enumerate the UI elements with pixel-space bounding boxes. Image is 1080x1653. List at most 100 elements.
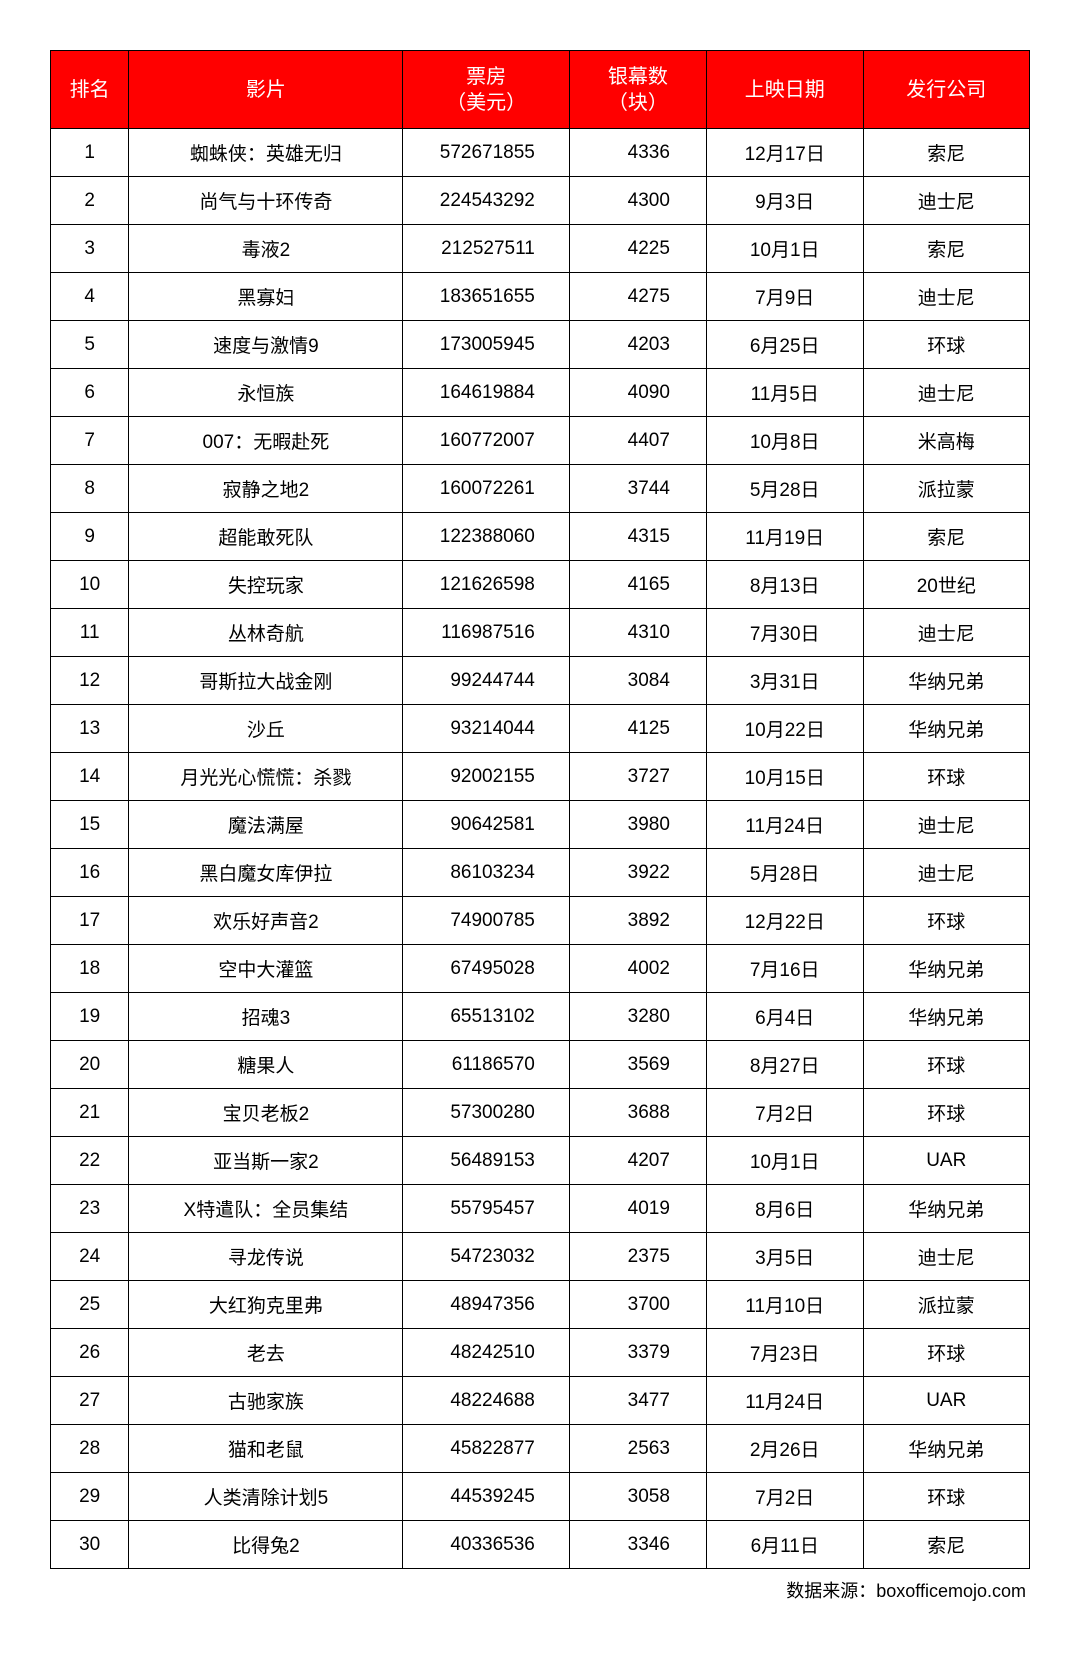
table-row: 1蜘蛛侠：英雄无归572671855433612月17日索尼 xyxy=(51,129,1030,177)
cell-distributor: 环球 xyxy=(863,321,1029,369)
table-row: 7007：无暇赴死160772007440710月8日米高梅 xyxy=(51,417,1030,465)
cell-title: 超能敢死队 xyxy=(129,513,403,561)
cell-distributor: 环球 xyxy=(863,1041,1029,1089)
cell-box-office: 212527511 xyxy=(403,225,569,273)
cell-release-date: 8月6日 xyxy=(706,1185,863,1233)
cell-title: 丛林奇航 xyxy=(129,609,403,657)
cell-box-office: 122388060 xyxy=(403,513,569,561)
cell-box-office: 116987516 xyxy=(403,609,569,657)
table-row: 3毒液2212527511422510月1日索尼 xyxy=(51,225,1030,273)
cell-screens: 4275 xyxy=(569,273,706,321)
cell-release-date: 6月11日 xyxy=(706,1521,863,1569)
cell-distributor: 环球 xyxy=(863,753,1029,801)
table-row: 20糖果人6118657035698月27日环球 xyxy=(51,1041,1030,1089)
cell-screens: 4315 xyxy=(569,513,706,561)
cell-box-office: 93214044 xyxy=(403,705,569,753)
cell-distributor: 华纳兄弟 xyxy=(863,705,1029,753)
cell-box-office: 121626598 xyxy=(403,561,569,609)
cell-release-date: 10月1日 xyxy=(706,1137,863,1185)
cell-title: 空中大灌篮 xyxy=(129,945,403,993)
cell-release-date: 10月15日 xyxy=(706,753,863,801)
cell-title: 失控玩家 xyxy=(129,561,403,609)
cell-box-office: 160072261 xyxy=(403,465,569,513)
table-row: 27古驰家族48224688347711月24日UAR xyxy=(51,1377,1030,1425)
cell-release-date: 12月22日 xyxy=(706,897,863,945)
col-header-title: 影片 xyxy=(129,51,403,129)
cell-rank: 27 xyxy=(51,1377,129,1425)
table-row: 8寂静之地216007226137445月28日派拉蒙 xyxy=(51,465,1030,513)
table-row: 24寻龙传说5472303223753月5日迪士尼 xyxy=(51,1233,1030,1281)
cell-release-date: 8月27日 xyxy=(706,1041,863,1089)
cell-release-date: 5月28日 xyxy=(706,849,863,897)
table-body: 1蜘蛛侠：英雄无归572671855433612月17日索尼2尚气与十环传奇22… xyxy=(51,129,1030,1569)
cell-screens: 3980 xyxy=(569,801,706,849)
table-row: 13沙丘93214044412510月22日华纳兄弟 xyxy=(51,705,1030,753)
cell-rank: 7 xyxy=(51,417,129,465)
table-row: 12哥斯拉大战金刚9924474430843月31日华纳兄弟 xyxy=(51,657,1030,705)
cell-title: 永恒族 xyxy=(129,369,403,417)
cell-title: 沙丘 xyxy=(129,705,403,753)
col-header-rank: 排名 xyxy=(51,51,129,129)
table-row: 28猫和老鼠4582287725632月26日华纳兄弟 xyxy=(51,1425,1030,1473)
table-row: 22亚当斯一家256489153420710月1日UAR xyxy=(51,1137,1030,1185)
cell-rank: 16 xyxy=(51,849,129,897)
cell-release-date: 11月5日 xyxy=(706,369,863,417)
table-row: 18空中大灌篮6749502840027月16日华纳兄弟 xyxy=(51,945,1030,993)
cell-screens: 4165 xyxy=(569,561,706,609)
cell-rank: 28 xyxy=(51,1425,129,1473)
cell-box-office: 74900785 xyxy=(403,897,569,945)
table-row: 2尚气与十环传奇22454329243009月3日迪士尼 xyxy=(51,177,1030,225)
table-row: 10失控玩家12162659841658月13日20世纪 xyxy=(51,561,1030,609)
cell-box-office: 86103234 xyxy=(403,849,569,897)
table-row: 6永恒族164619884409011月5日迪士尼 xyxy=(51,369,1030,417)
cell-release-date: 7月30日 xyxy=(706,609,863,657)
cell-box-office: 90642581 xyxy=(403,801,569,849)
cell-distributor: 索尼 xyxy=(863,1521,1029,1569)
cell-rank: 11 xyxy=(51,609,129,657)
cell-box-office: 173005945 xyxy=(403,321,569,369)
cell-screens: 4225 xyxy=(569,225,706,273)
cell-rank: 5 xyxy=(51,321,129,369)
cell-screens: 3379 xyxy=(569,1329,706,1377)
cell-box-office: 57300280 xyxy=(403,1089,569,1137)
cell-distributor: UAR xyxy=(863,1137,1029,1185)
cell-release-date: 5月28日 xyxy=(706,465,863,513)
cell-screens: 3058 xyxy=(569,1473,706,1521)
cell-box-office: 65513102 xyxy=(403,993,569,1041)
cell-release-date: 6月4日 xyxy=(706,993,863,1041)
cell-screens: 3700 xyxy=(569,1281,706,1329)
table-row: 17欢乐好声音274900785389212月22日环球 xyxy=(51,897,1030,945)
cell-box-office: 44539245 xyxy=(403,1473,569,1521)
cell-box-office: 54723032 xyxy=(403,1233,569,1281)
cell-box-office: 572671855 xyxy=(403,129,569,177)
cell-release-date: 10月8日 xyxy=(706,417,863,465)
cell-rank: 18 xyxy=(51,945,129,993)
table-row: 11丛林奇航11698751643107月30日迪士尼 xyxy=(51,609,1030,657)
cell-title: 寂静之地2 xyxy=(129,465,403,513)
cell-release-date: 9月3日 xyxy=(706,177,863,225)
data-source-label: 数据来源：boxofficemojo.com xyxy=(50,1577,1030,1603)
cell-rank: 6 xyxy=(51,369,129,417)
cell-release-date: 6月25日 xyxy=(706,321,863,369)
cell-distributor: 环球 xyxy=(863,1473,1029,1521)
cell-title: X特遣队：全员集结 xyxy=(129,1185,403,1233)
cell-rank: 26 xyxy=(51,1329,129,1377)
cell-title: 魔法满屋 xyxy=(129,801,403,849)
cell-screens: 3477 xyxy=(569,1377,706,1425)
cell-release-date: 10月22日 xyxy=(706,705,863,753)
cell-box-office: 55795457 xyxy=(403,1185,569,1233)
cell-screens: 2563 xyxy=(569,1425,706,1473)
cell-distributor: 索尼 xyxy=(863,513,1029,561)
cell-title: 老去 xyxy=(129,1329,403,1377)
cell-box-office: 56489153 xyxy=(403,1137,569,1185)
cell-screens: 3688 xyxy=(569,1089,706,1137)
cell-title: 宝贝老板2 xyxy=(129,1089,403,1137)
cell-distributor: 华纳兄弟 xyxy=(863,945,1029,993)
cell-rank: 22 xyxy=(51,1137,129,1185)
cell-rank: 2 xyxy=(51,177,129,225)
cell-release-date: 12月17日 xyxy=(706,129,863,177)
col-header-release: 上映日期 xyxy=(706,51,863,129)
cell-screens: 3727 xyxy=(569,753,706,801)
cell-title: 糖果人 xyxy=(129,1041,403,1089)
cell-screens: 3744 xyxy=(569,465,706,513)
